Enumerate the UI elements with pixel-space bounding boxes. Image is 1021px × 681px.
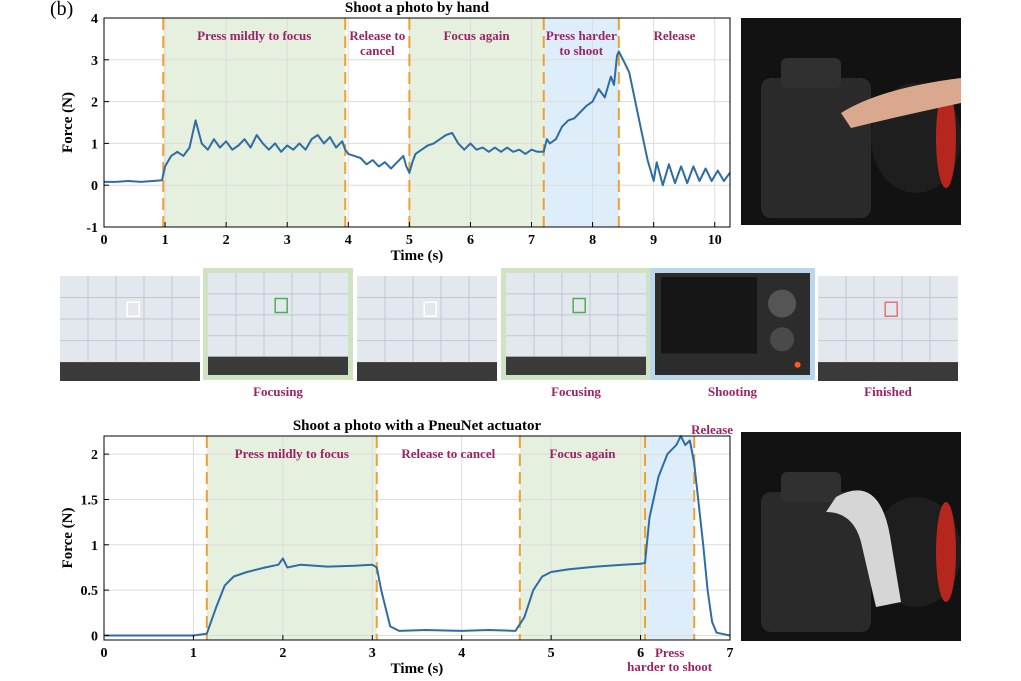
chart-pneunet: 0 1 2 3 4 5 6 7 0 0.5 1 1.5 2 Shoot a photo with a Pn… xyxy=(60,418,734,677)
camera-screen: Finished xyxy=(818,276,958,399)
x-tick-label: 0 xyxy=(101,233,108,248)
camera-body xyxy=(761,492,871,632)
chart-title: Shoot a photo with a PneuNet actuator xyxy=(293,418,542,434)
x-tick-label: 7 xyxy=(727,646,734,661)
led xyxy=(794,361,801,368)
force-series-line xyxy=(104,435,731,637)
focus-point xyxy=(274,297,288,314)
lens-ring xyxy=(936,88,956,188)
phase-label: Focus again xyxy=(549,446,616,461)
y-tick-label: 2 xyxy=(91,448,98,463)
phase-label: harder to shoot xyxy=(627,659,713,674)
phase-label: Press mildly to focus xyxy=(197,28,311,43)
x-tick-label: 6 xyxy=(467,233,474,248)
x-tick-label: 2 xyxy=(223,233,230,248)
phase-label: Focus again xyxy=(443,28,510,43)
camera-top xyxy=(781,58,841,88)
screen-caption: Shooting xyxy=(708,384,758,399)
camera-screens: Focusing Focusing Shooting Finished xyxy=(60,268,958,399)
phase-label: Press mildly to focus xyxy=(235,446,349,461)
y-tick-label: 2 xyxy=(91,96,98,111)
phase-region xyxy=(645,436,695,640)
y-tick-label: 1 xyxy=(91,539,98,554)
dial xyxy=(770,327,795,352)
focus-point xyxy=(126,301,140,317)
x-tick-label: 5 xyxy=(548,646,555,661)
camera-bezel xyxy=(818,362,958,381)
x-tick-label: 6 xyxy=(637,646,644,661)
phase-label: Press xyxy=(655,645,684,660)
x-axis-label: Time (s) xyxy=(391,248,444,264)
x-tick-label: 2 xyxy=(279,646,286,661)
camera-screen: Shooting xyxy=(650,268,815,399)
y-tick-label: 0 xyxy=(91,179,98,194)
y-tick-label: 3 xyxy=(91,54,98,69)
phase-region xyxy=(163,18,346,227)
camera-bezel xyxy=(506,356,646,375)
phase-region xyxy=(543,18,619,227)
camera-top xyxy=(781,472,841,502)
screen-caption: Focusing xyxy=(551,384,601,399)
camera-bezel xyxy=(357,362,497,381)
x-tick-label: 4 xyxy=(458,646,465,661)
x-tick-label: 5 xyxy=(406,233,413,248)
focus-point xyxy=(884,301,898,317)
photos xyxy=(741,18,961,641)
phase-label: Release to xyxy=(349,28,405,43)
x-tick-label: 10 xyxy=(708,233,722,248)
x-tick-label: 9 xyxy=(650,233,657,248)
y-tick-label: 0.5 xyxy=(81,584,99,599)
pneunet-actuator xyxy=(826,490,901,607)
panel-label: (b) xyxy=(50,0,74,20)
x-tick-label: 0 xyxy=(101,646,108,661)
camera-screen: Focusing xyxy=(203,268,353,399)
phase-label: cancel xyxy=(360,43,395,58)
axes-frame xyxy=(103,435,731,641)
phase-label: Release to cancel xyxy=(401,446,495,461)
axes-frame xyxy=(103,17,731,228)
force-series-line xyxy=(104,50,731,187)
x-tick-label: 1 xyxy=(190,646,197,661)
phase-region xyxy=(206,436,377,640)
finger xyxy=(841,78,961,128)
camera-bezel xyxy=(60,362,200,381)
phase-label: to shoot xyxy=(559,43,603,58)
photo-hand-press xyxy=(741,18,961,225)
focus-point xyxy=(572,297,586,314)
phase-label: Release xyxy=(653,28,695,43)
y-tick-label: 1.5 xyxy=(81,493,99,508)
x-tick-label: 8 xyxy=(589,233,596,248)
camera-body xyxy=(761,78,871,218)
phase-label: Press harder xyxy=(546,28,617,43)
dial xyxy=(768,289,797,318)
chart-title: Shoot a photo by hand xyxy=(345,0,490,16)
lens-ring xyxy=(936,502,956,602)
phase-region xyxy=(519,436,646,640)
phase-label: Release xyxy=(691,422,733,437)
lcd-off xyxy=(661,277,758,354)
x-tick-label: 3 xyxy=(284,233,291,248)
y-tick-label: 4 xyxy=(91,12,98,27)
x-tick-label: 7 xyxy=(528,233,535,248)
y-axis-label: Force (N) xyxy=(60,92,76,153)
camera-screen xyxy=(60,276,200,381)
screen-caption: Focusing xyxy=(253,384,303,399)
focus-point xyxy=(423,301,437,317)
y-tick-label: -1 xyxy=(86,221,98,236)
camera-screen xyxy=(357,276,497,381)
y-tick-label: 0 xyxy=(91,629,98,644)
y-tick-label: 1 xyxy=(91,137,98,152)
camera-bezel xyxy=(208,356,348,375)
y-axis-label: Force (N) xyxy=(60,508,76,569)
x-tick-label: 4 xyxy=(345,233,352,248)
camera-screen: Focusing xyxy=(501,268,651,399)
photo-pneunet-press xyxy=(741,432,961,641)
x-axis-label: Time (s) xyxy=(391,661,444,677)
x-tick-label: 1 xyxy=(162,233,169,248)
x-tick-label: 3 xyxy=(369,646,376,661)
phase-region xyxy=(409,18,544,227)
screen-caption: Finished xyxy=(864,384,912,399)
